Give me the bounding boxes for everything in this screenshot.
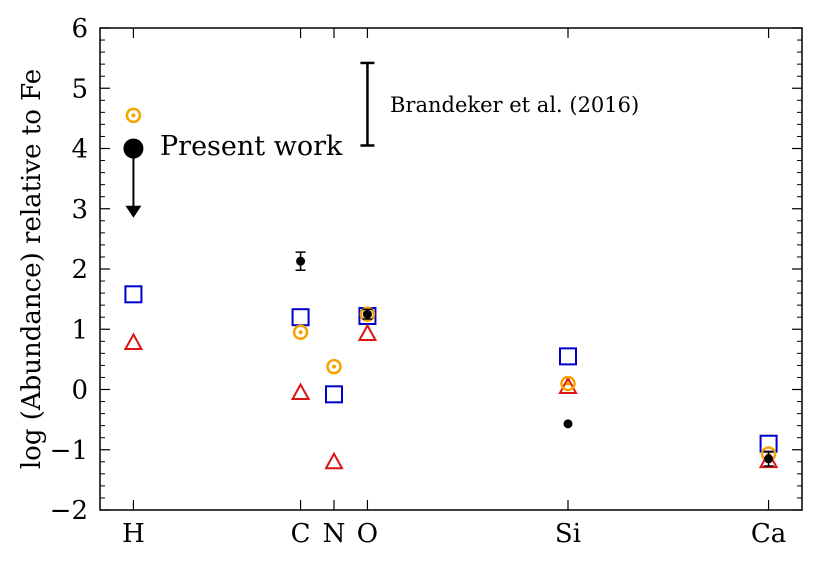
series-filled-circle-point-c	[296, 256, 306, 266]
y-tick-label: 6	[71, 14, 88, 44]
y-tick-label: 3	[71, 195, 88, 225]
marks-layer	[123, 61, 779, 470]
series-circled-dot-point-si-dot	[566, 381, 570, 386]
x-tick-label-si: Si	[555, 519, 581, 549]
y-axis-label: log (Abundance) relative to Fe	[17, 69, 47, 469]
series-open-triangle-point-n	[324, 451, 344, 470]
y-tick-label: −1	[50, 436, 88, 466]
series-circled-dot-point-n	[326, 358, 342, 375]
series-circled-dot-point-h	[125, 107, 142, 124]
series-circled-dot-point-o-ring	[359, 306, 376, 322]
y-tick-label: −2	[50, 496, 88, 526]
x-tick-label-c: C	[291, 519, 311, 549]
annotation-layer: Present work Brandeker et al. (2016)	[160, 93, 639, 162]
series-circled-dot-point-n-ring	[326, 358, 342, 375]
series-circled-dot-point-h-dot	[131, 113, 136, 118]
x-tick-label-h: H	[122, 519, 145, 549]
series-open-square-point-c	[291, 308, 310, 327]
y-tick-label: 5	[71, 74, 88, 104]
series-circled-dot-point-si-ring	[560, 375, 576, 392]
series-circled-dot-point-si	[560, 375, 576, 392]
x-tick-label-o: O	[357, 519, 378, 549]
present-work-legend-marker	[123, 138, 144, 159]
series-circled-dot-point-c-ring	[292, 324, 309, 341]
y-tick-label: 2	[71, 255, 88, 285]
reference-label-brandeker: Brandeker et al. (2016)	[390, 93, 639, 117]
series-open-triangle-point-o	[357, 323, 378, 341]
y-tick-label: 4	[71, 135, 88, 165]
series-open-triangle-point-c	[290, 382, 311, 401]
y-tick-label: 1	[71, 315, 88, 345]
series-circled-dot-point-h-ring	[125, 107, 142, 124]
series-circled-dot-point-c-dot	[298, 330, 303, 335]
series-filled-circle-point-si	[563, 419, 573, 429]
series-circled-dot-point-c	[292, 324, 309, 341]
series-filled-circle-point-ca	[764, 454, 774, 464]
series-open-square-point-h	[124, 285, 143, 304]
upper-limit-arrow-head	[125, 205, 142, 218]
series-open-square-point-n	[325, 385, 343, 404]
axes-layer: −2 −1 0 1 2 3 4 5 6 H C N O Si Ca	[50, 14, 802, 549]
y-tick-label: 0	[71, 376, 88, 406]
x-tick-label-ca: Ca	[751, 519, 786, 549]
series-filled-circle-point-o	[362, 309, 372, 319]
legend-label-present-work: Present work	[160, 131, 343, 162]
series-circled-dot-point-n-dot	[332, 364, 336, 369]
series-open-triangle-point-h	[123, 332, 144, 351]
x-tick-label-n: N	[323, 519, 346, 549]
series-open-square-point-si	[559, 347, 577, 366]
series-open-triangle-point-si	[558, 376, 578, 394]
